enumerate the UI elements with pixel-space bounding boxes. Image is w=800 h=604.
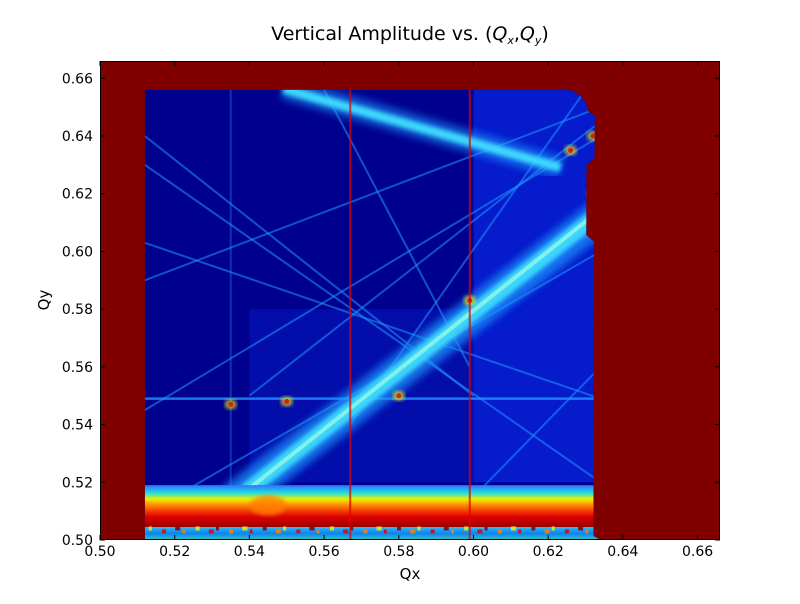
band-speckle [450,529,454,534]
band-speckle [208,529,214,534]
y-tick-label: 0.66 [62,71,93,87]
band-speckle [564,529,569,534]
band-speckle [363,529,368,534]
x-tick-label: 0.52 [159,544,190,560]
title-qy: Q [520,23,535,45]
x-tick-label: 0.56 [309,544,340,560]
hotspot-core [228,401,234,407]
x-axis-label: Qx [400,565,421,583]
title-qx-sub: x [506,34,514,47]
y-tick-label: 0.58 [62,302,93,318]
x-tick-label: 0.54 [234,544,265,560]
title-text: Vertical Amplitude vs. ( [271,23,492,45]
high-amplitude-band [144,485,601,529]
band-speckle [578,526,584,531]
hotspot-core [568,147,574,153]
band-speckle [283,526,287,531]
band-speckle [215,526,219,531]
x-tick-label: 0.60 [458,544,489,560]
band-speckle [531,526,536,531]
band-speckle [397,526,402,531]
heatmap-plot-area [100,61,720,540]
band-speckle [544,529,550,534]
y-tick-label: 0.54 [62,418,93,434]
band-speckle [262,526,267,531]
title-qx: Q [492,23,507,45]
band-speckle [510,526,516,531]
x-tick-label: 0.62 [533,544,564,560]
band-speckle [518,529,522,534]
y-axis-label: Qy [35,290,53,311]
x-tick-label: 0.58 [383,544,414,560]
hotspot-core [590,133,596,139]
x-tick-label: 0.50 [84,544,115,560]
band-speckle [316,529,320,534]
band-speckle [162,529,167,534]
resonance-line [144,164,601,484]
band-speckle [229,529,234,534]
band-speckle [329,526,334,531]
title-qy-sub: y [534,34,542,47]
band-speckle [242,526,248,531]
upper-resonance-core [282,89,562,172]
hotspot-core [284,398,290,404]
y-tick-label: 0.56 [62,360,93,376]
band-speckle [148,526,152,531]
title-sep: , [514,23,520,45]
resonance-line [144,135,601,412]
band-speckle [410,529,416,534]
band-speckle [484,526,488,531]
band-speckle [296,529,301,534]
x-tick-label: 0.64 [607,544,638,560]
title-close: ) [541,23,548,45]
band-speckle [182,529,186,534]
band-speckle [551,526,555,531]
band-speckle [175,526,181,531]
band-blob [250,495,287,516]
band-speckle [497,529,502,534]
band-speckle [477,529,483,534]
hotspot-core [396,393,402,399]
band-speckle [249,529,253,534]
band-speckle [464,526,469,531]
resonance-line [144,106,601,282]
band-speckle [443,526,449,531]
y-tick-label: 0.62 [62,187,93,203]
y-tick-label: 0.52 [62,475,93,491]
resonance-line [144,241,601,400]
scan-region [144,89,601,540]
band-speckle [376,526,382,531]
band-speckle [309,526,315,531]
y-tick-label: 0.60 [62,244,93,260]
y-axis-ticks: 0.50 0.52 0.54 0.56 0.58 0.60 0.62 0.64 0.66 [62,71,720,549]
band-speckle [195,526,200,531]
band-speckle [350,526,354,531]
x-axis-ticks: 0.50 0.52 0.54 0.56 0.58 0.60 0.62 0.64 0.66 [84,61,713,560]
plot-frame [100,61,720,540]
y-tick-label: 0.50 [62,533,93,549]
x-tick-label: 0.66 [682,544,713,560]
resonance-line [472,366,601,498]
band-speckle [417,526,421,531]
y-tick-label: 0.64 [62,129,93,145]
band-speckle [430,529,435,534]
band-speckle [275,529,281,534]
band-speckle [585,529,589,534]
main-resonance-peak [235,203,601,501]
band-speckle [383,529,387,534]
chart-title: Vertical Amplitude vs. (Qx,Qy) [271,23,549,47]
band-speckle [343,529,349,534]
